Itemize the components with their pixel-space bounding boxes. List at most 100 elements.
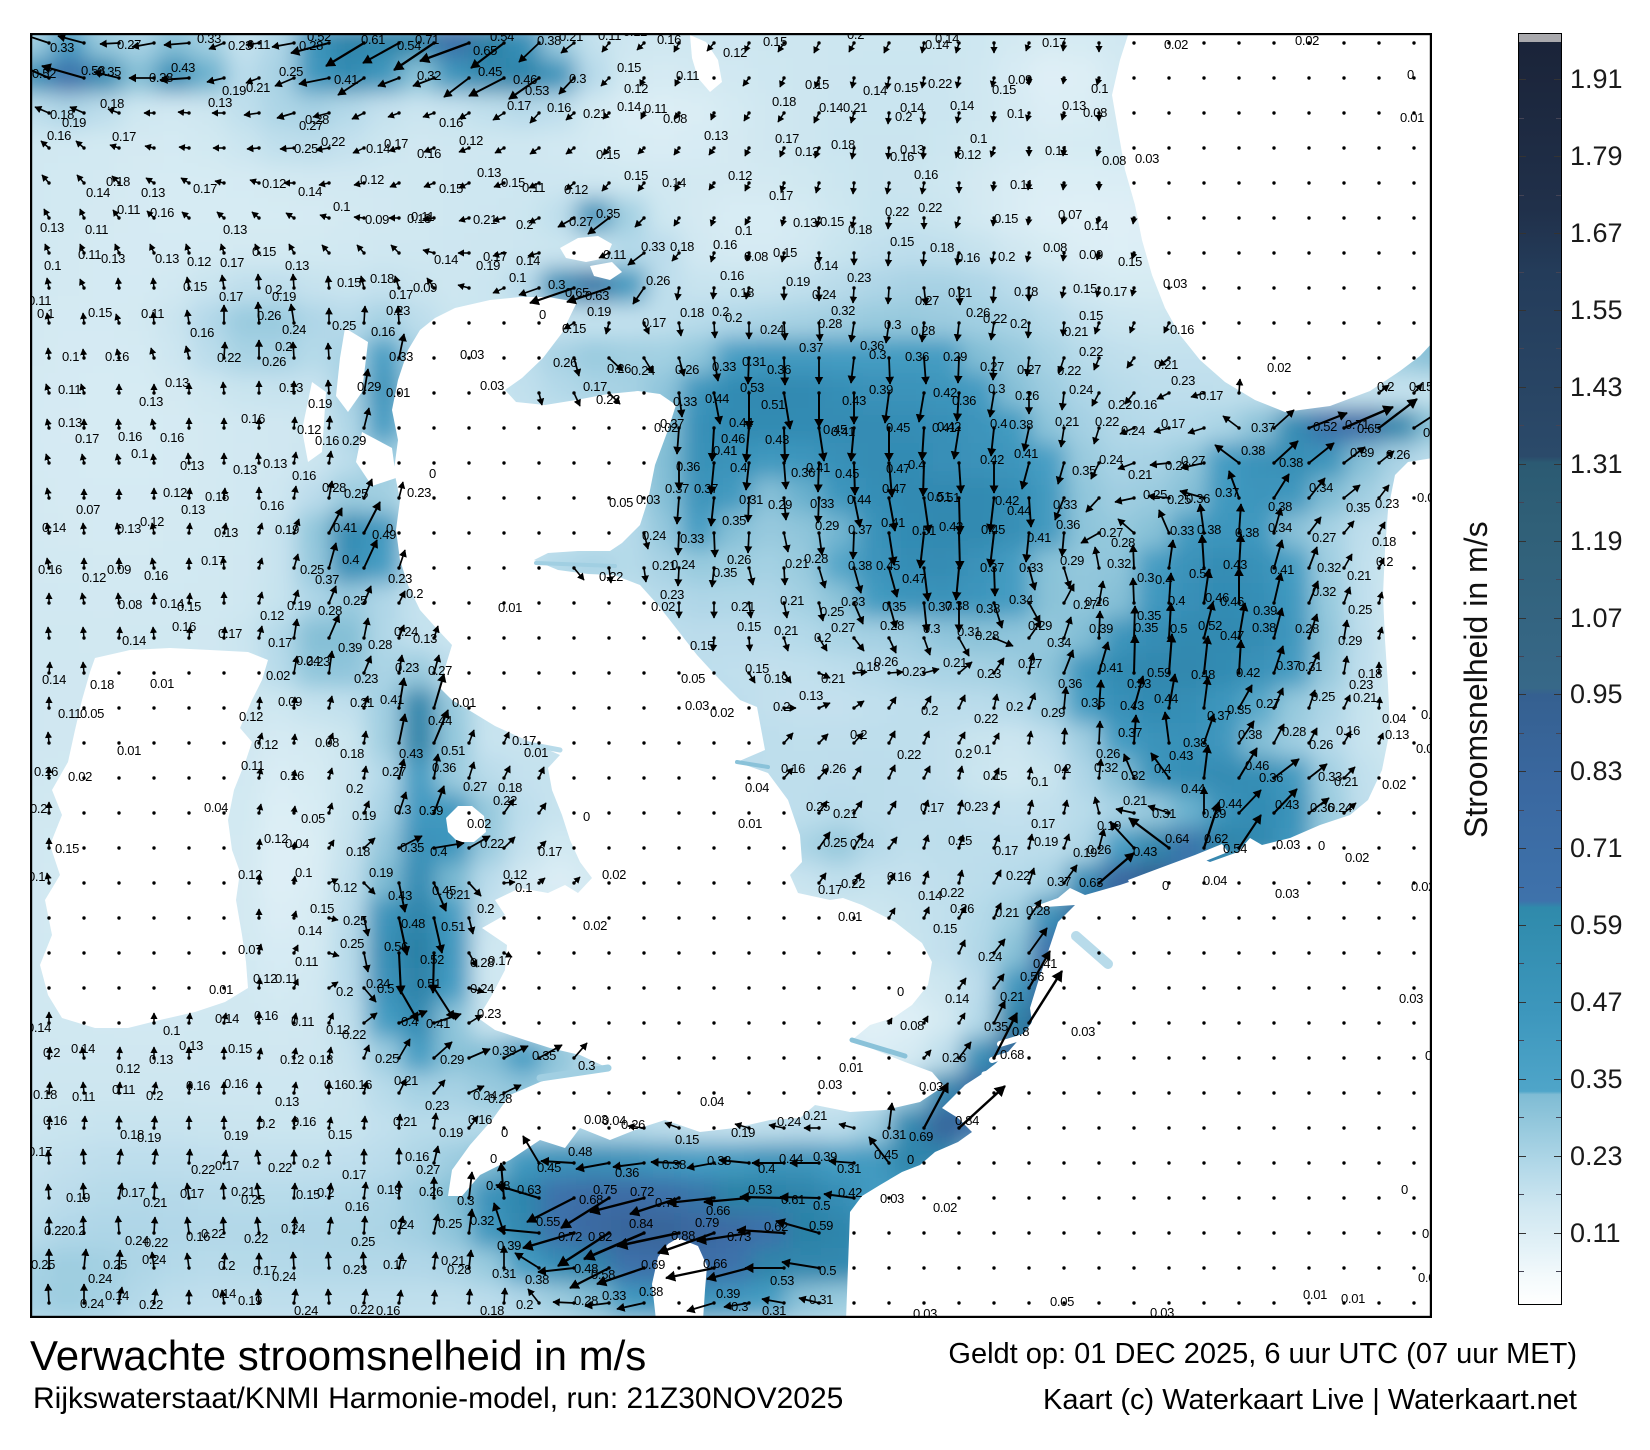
svg-text:0.37: 0.37 (694, 481, 718, 496)
svg-text:0.18: 0.18 (100, 96, 124, 111)
svg-text:0.25: 0.25 (344, 486, 368, 501)
svg-text:0.44: 0.44 (1218, 796, 1242, 811)
svg-text:0.16: 0.16 (887, 869, 911, 884)
svg-text:0.58: 0.58 (591, 1267, 615, 1282)
svg-text:0.16: 0.16 (348, 1077, 372, 1092)
svg-text:0.2: 0.2 (1377, 379, 1394, 394)
svg-text:0.3: 0.3 (869, 347, 886, 362)
svg-text:0.16: 0.16 (468, 1112, 492, 1127)
svg-text:0.42: 0.42 (838, 1185, 862, 1200)
svg-text:0.15: 0.15 (820, 214, 844, 229)
svg-text:0.2: 0.2 (346, 781, 363, 796)
svg-text:0.51: 0.51 (441, 743, 465, 758)
svg-text:0.38: 0.38 (848, 558, 872, 573)
svg-text:0.08: 0.08 (118, 597, 142, 612)
svg-text:0.16: 0.16 (439, 115, 463, 130)
svg-text:0.28: 0.28 (447, 1262, 471, 1277)
svg-text:0.41: 0.41 (1099, 660, 1123, 675)
svg-text:0.12: 0.12 (624, 81, 648, 96)
svg-text:0.2: 0.2 (68, 1223, 85, 1238)
svg-text:0.21: 0.21 (583, 106, 607, 121)
svg-text:0.17: 0.17 (920, 800, 944, 815)
svg-text:0.13: 0.13 (179, 1038, 203, 1053)
svg-text:0.51: 0.51 (417, 976, 441, 991)
svg-text:0.16: 0.16 (38, 562, 62, 577)
svg-text:0.44: 0.44 (705, 391, 729, 406)
svg-text:0.41: 0.41 (1270, 562, 1294, 577)
svg-text:0.2: 0.2 (43, 1045, 60, 1060)
svg-text:0.37: 0.37 (1215, 485, 1239, 500)
svg-text:0.02: 0.02 (1164, 37, 1188, 52)
svg-text:0.23: 0.23 (660, 587, 684, 602)
svg-text:0.31: 0.31 (837, 1161, 861, 1176)
svg-text:0.35: 0.35 (400, 840, 424, 855)
svg-text:0.21: 0.21 (1064, 324, 1088, 339)
svg-text:0.12: 0.12 (116, 1061, 140, 1076)
svg-text:0.15: 0.15 (310, 901, 334, 916)
svg-text:0.17: 0.17 (1161, 416, 1185, 431)
svg-text:0.14: 0.14 (212, 1286, 236, 1301)
svg-text:0.37: 0.37 (1251, 420, 1275, 435)
svg-text:0.22: 0.22 (1095, 414, 1119, 429)
svg-text:0.14: 0.14 (950, 98, 974, 113)
svg-text:0.15: 0.15 (439, 181, 463, 196)
svg-text:0.35: 0.35 (713, 565, 737, 580)
svg-text:0.3: 0.3 (884, 317, 901, 332)
svg-text:0.02: 0.02 (710, 705, 734, 720)
svg-text:0.4: 0.4 (401, 1014, 418, 1029)
svg-text:0.45: 0.45 (876, 558, 900, 573)
svg-text:0.03: 0.03 (880, 1191, 904, 1206)
svg-text:0.16: 0.16 (150, 205, 174, 220)
svg-text:0.3: 0.3 (578, 1058, 595, 1073)
svg-text:0.26: 0.26 (257, 308, 281, 323)
svg-text:0.29: 0.29 (1041, 705, 1065, 720)
svg-text:0.3: 0.3 (1137, 570, 1154, 585)
svg-text:0.24: 0.24 (777, 1114, 801, 1129)
svg-text:0.02: 0.02 (467, 816, 491, 831)
svg-text:0.24: 0.24 (1121, 423, 1145, 438)
svg-text:0.16: 0.16 (260, 498, 284, 513)
svg-text:0.13: 0.13 (223, 222, 247, 237)
svg-text:0.27: 0.27 (416, 1162, 440, 1177)
svg-text:0.17: 0.17 (642, 315, 666, 330)
svg-text:0.24: 0.24 (282, 322, 306, 337)
svg-text:0.29: 0.29 (1338, 633, 1362, 648)
svg-text:0.12: 0.12 (728, 168, 752, 183)
svg-text:0.16: 0.16 (172, 619, 196, 634)
svg-text:0.47: 0.47 (902, 571, 926, 586)
svg-text:0.38: 0.38 (537, 33, 561, 48)
svg-text:0.21: 0.21 (246, 80, 270, 95)
svg-text:0.38: 0.38 (1268, 499, 1292, 514)
svg-text:0.16: 0.16 (186, 1078, 210, 1093)
svg-text:0.16: 0.16 (190, 325, 214, 340)
svg-text:0.01: 0.01 (839, 1060, 863, 1075)
svg-text:0.2: 0.2 (30, 801, 47, 816)
svg-text:0.12: 0.12 (239, 709, 263, 724)
svg-text:0.34: 0.34 (1309, 480, 1333, 495)
svg-text:0.27: 0.27 (1181, 453, 1205, 468)
svg-text:0.19: 0.19 (352, 808, 376, 823)
svg-text:0.03: 0.03 (636, 492, 660, 507)
svg-text:0.16: 0.16 (720, 268, 744, 283)
svg-text:0.23: 0.23 (354, 671, 378, 686)
svg-text:0.42: 0.42 (1236, 665, 1260, 680)
svg-text:0.18: 0.18 (309, 1052, 333, 1067)
svg-text:0.51: 0.51 (912, 523, 936, 538)
svg-text:0: 0 (490, 1151, 497, 1166)
svg-text:0.02: 0.02 (583, 918, 607, 933)
svg-text:0.72: 0.72 (630, 1184, 654, 1199)
svg-text:0.14: 0.14 (434, 252, 458, 267)
svg-text:0.17: 0.17 (389, 287, 413, 302)
svg-text:0.12: 0.12 (333, 880, 357, 895)
svg-text:0.16: 0.16 (324, 1077, 348, 1092)
svg-text:0.39: 0.39 (1089, 621, 1113, 636)
svg-text:0.12: 0.12 (260, 608, 284, 623)
svg-text:0.19: 0.19 (369, 865, 393, 880)
svg-text:0.53: 0.53 (740, 380, 764, 395)
svg-text:0.21: 0.21 (821, 671, 845, 686)
svg-text:0.15: 0.15 (763, 34, 787, 49)
svg-text:0.4: 0.4 (758, 1161, 775, 1176)
svg-text:0.27: 0.27 (569, 214, 593, 229)
svg-text:0.13: 0.13 (165, 375, 189, 390)
svg-text:0.12: 0.12 (187, 254, 211, 269)
